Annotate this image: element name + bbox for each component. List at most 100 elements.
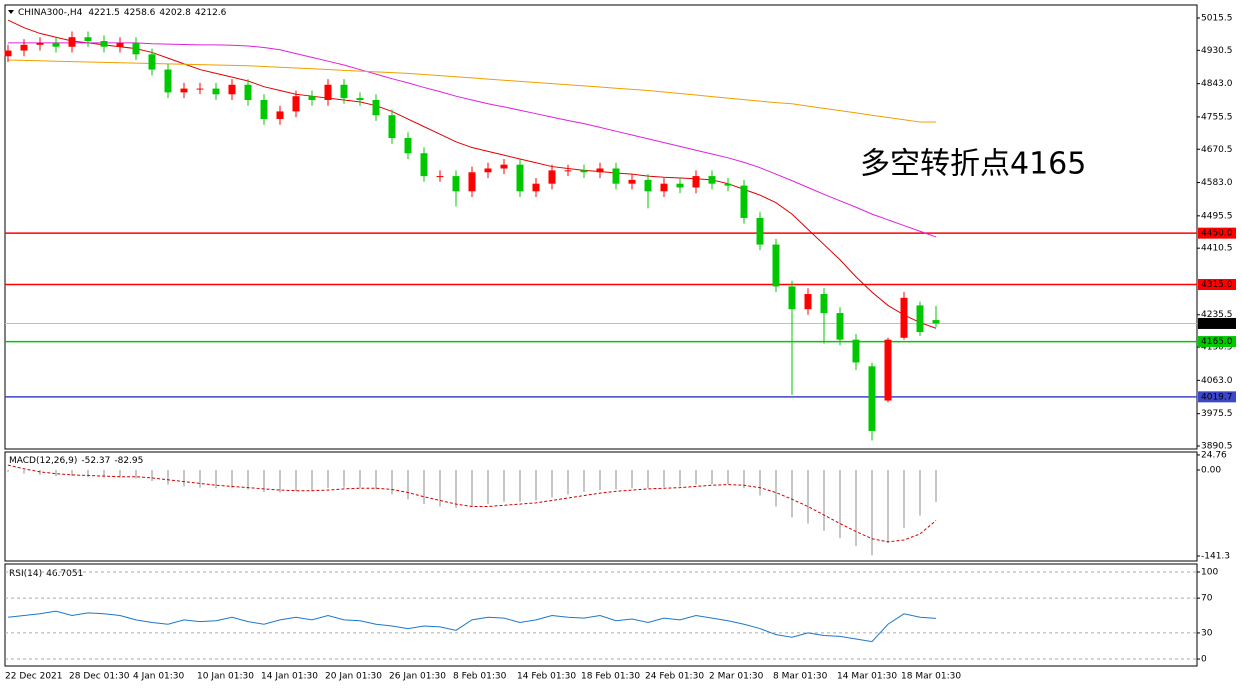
y-tick-label: 4843.0 xyxy=(1201,79,1233,89)
macd-bar xyxy=(679,470,681,487)
candle-body xyxy=(740,185,748,218)
y-tick-label: 4930.5 xyxy=(1201,46,1233,56)
macd-bar xyxy=(391,470,393,495)
level-label: 4450.0 xyxy=(1201,229,1233,239)
macd-bar xyxy=(631,470,633,489)
candle-body xyxy=(180,88,188,93)
candle-body xyxy=(660,183,668,192)
macd-bar xyxy=(199,470,201,488)
candle-body xyxy=(772,244,780,287)
y-tick-label: 4410.5 xyxy=(1201,244,1233,254)
candle-body xyxy=(52,42,60,47)
macd-bar xyxy=(439,470,441,507)
y-tick-label: -141.3 xyxy=(1201,552,1230,562)
y-tick-label: 3890.5 xyxy=(1201,441,1233,451)
candle-body xyxy=(4,50,12,57)
x-tick-label: 26 Jan 01:30 xyxy=(389,672,446,682)
y-tick-label: 5015.5 xyxy=(1201,14,1233,24)
candle-body xyxy=(356,98,364,100)
symbol: CHINA300-,H4 xyxy=(18,8,83,18)
candle-body xyxy=(100,41,108,47)
candle-body xyxy=(500,164,508,169)
chart-header: CHINA300-,H4 4221.5 4258.6 4202.8 4212.6 xyxy=(18,8,227,18)
candle-body xyxy=(852,339,860,363)
y-tick-label: 4063.0 xyxy=(1201,376,1233,386)
macd-bar xyxy=(55,470,57,477)
macd-bar xyxy=(663,470,665,488)
macd-bar xyxy=(711,470,713,485)
rsi-header: RSI(14) 46.7051 xyxy=(9,569,83,579)
candle-body xyxy=(836,313,844,340)
candle-body xyxy=(388,115,396,139)
y-tick-label: 30 xyxy=(1201,628,1213,638)
macd-bar xyxy=(487,470,489,505)
rsi-value: 46.7051 xyxy=(46,569,83,579)
level-tag xyxy=(1198,227,1236,239)
macd-bar xyxy=(871,470,873,556)
candle-body xyxy=(308,96,316,100)
macd-bar xyxy=(247,470,249,490)
macd-bar xyxy=(599,470,601,491)
x-tick-label: 22 Dec 2021 xyxy=(5,672,63,682)
rsi-panel xyxy=(4,563,1198,667)
macd-bar xyxy=(263,470,265,492)
y-tick-label: 4495.5 xyxy=(1201,211,1233,221)
macd-bar xyxy=(695,470,697,485)
level-tag xyxy=(1198,391,1236,403)
candle-body xyxy=(20,44,28,51)
macd-bar xyxy=(583,470,585,492)
macd-bar xyxy=(279,470,281,493)
candle-body xyxy=(788,286,796,310)
macd-bar xyxy=(919,470,921,516)
candle-body xyxy=(628,179,636,184)
macd-bar xyxy=(727,470,729,485)
x-tick-label: 2 Mar 01:30 xyxy=(709,672,764,682)
open-value: 4221.5 xyxy=(88,8,120,18)
macd-bar xyxy=(903,470,905,528)
moving-average xyxy=(7,59,936,123)
x-tick-label: 20 Jan 01:30 xyxy=(325,672,382,682)
x-tick-label: 24 Feb 01:30 xyxy=(645,672,704,682)
macd-header: MACD(12,26,9) -52.37 -82.95 xyxy=(9,456,143,466)
macd-bar xyxy=(471,470,473,507)
x-tick-label: 28 Dec 01:30 xyxy=(69,672,130,682)
level-label: 4019.7 xyxy=(1201,392,1233,402)
candle-body xyxy=(68,37,76,47)
candle-body xyxy=(244,84,252,100)
close-value: 4212.6 xyxy=(195,8,227,18)
candle-body xyxy=(516,164,524,192)
macd-bar xyxy=(7,470,9,472)
y-tick-label: 4583.0 xyxy=(1201,178,1233,188)
macd-bar xyxy=(103,470,105,478)
level-label: 4165.0 xyxy=(1201,337,1233,347)
y-tick-label: 0.00 xyxy=(1201,466,1221,476)
macd-bar xyxy=(551,470,553,498)
macd-bar xyxy=(823,470,825,531)
level-tag xyxy=(1198,279,1236,291)
candle-body xyxy=(644,179,652,192)
current-price-label: 4212.6 xyxy=(1201,319,1233,329)
current-price-tag xyxy=(1198,317,1236,329)
moving-average xyxy=(8,42,937,238)
macd-bar xyxy=(39,470,41,475)
candle-body xyxy=(148,54,156,70)
macd-bar xyxy=(887,470,889,544)
x-tick-label: 14 Feb 01:30 xyxy=(517,672,576,682)
macd-bar xyxy=(519,470,521,502)
x-tick-label: 8 Mar 01:30 xyxy=(773,672,828,682)
main-panel xyxy=(4,4,1198,450)
candle-body xyxy=(132,42,140,55)
macd-title: MACD(12,26,9) xyxy=(9,456,77,466)
candle-body xyxy=(260,99,268,120)
x-tick-label: 14 Jan 01:30 xyxy=(261,672,318,682)
signal-line xyxy=(7,464,937,543)
macd-bar xyxy=(359,470,361,488)
macd-bar xyxy=(647,470,649,489)
macd-bar xyxy=(87,470,89,477)
candle-body xyxy=(292,96,300,112)
macd-bar xyxy=(807,470,809,524)
y-tick-label: 3975.5 xyxy=(1201,409,1233,419)
macd-bar xyxy=(455,470,457,508)
candle-body xyxy=(420,153,428,177)
